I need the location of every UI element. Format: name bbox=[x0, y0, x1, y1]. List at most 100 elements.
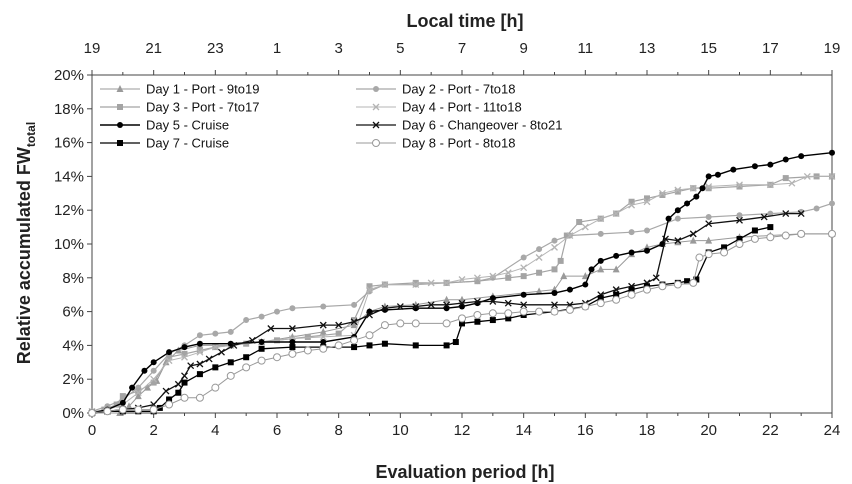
series-1-point bbox=[597, 265, 605, 273]
series-8-point bbox=[149, 405, 158, 414]
series-5-point bbox=[693, 193, 700, 200]
series-1-point bbox=[535, 287, 543, 295]
series-8-point bbox=[165, 400, 174, 409]
series-5-point bbox=[597, 257, 604, 264]
series-4-point bbox=[134, 389, 142, 397]
series-8-point bbox=[519, 307, 528, 316]
series-4-point bbox=[458, 276, 466, 283]
series-2-point bbox=[243, 317, 250, 324]
series-5-point bbox=[674, 207, 681, 214]
series-6-point bbox=[551, 301, 558, 309]
series-5-point bbox=[227, 340, 234, 347]
series-4-point bbox=[443, 279, 451, 287]
series-2-point bbox=[520, 254, 527, 261]
series-3-point bbox=[674, 188, 681, 195]
series-6-point bbox=[612, 286, 620, 294]
series-8-point bbox=[396, 319, 405, 328]
series-6-point bbox=[196, 360, 204, 368]
x-tick-label: 4 bbox=[211, 422, 219, 439]
series-4-point bbox=[705, 183, 713, 190]
legend-entry: Day 6 - Changeover - 8to21 bbox=[356, 118, 562, 133]
series-8-point bbox=[535, 307, 544, 316]
series-6 bbox=[88, 210, 805, 417]
x2-tick-label: 19 bbox=[84, 40, 101, 57]
series-5-point bbox=[684, 200, 691, 207]
series-6-point bbox=[187, 362, 195, 370]
series-8-point bbox=[766, 233, 775, 242]
series-4-point bbox=[473, 274, 481, 282]
x-tick-label: 6 bbox=[273, 422, 281, 439]
x-axis-title: Evaluation period [h] bbox=[375, 462, 554, 482]
series-3-point bbox=[576, 219, 583, 226]
series-6-point bbox=[473, 298, 481, 305]
series-8 bbox=[88, 229, 836, 417]
y-tick-label: 12% bbox=[54, 202, 84, 219]
series-7-point bbox=[196, 371, 203, 378]
y-tick-label: 4% bbox=[62, 337, 84, 354]
series-6-point bbox=[427, 301, 435, 309]
series-6-point bbox=[218, 348, 225, 356]
series-7-point bbox=[412, 342, 419, 349]
series-6-point bbox=[489, 298, 497, 305]
series-7-point bbox=[474, 318, 481, 325]
series-8-point bbox=[319, 344, 328, 353]
series-3-point bbox=[113, 401, 120, 408]
series-6-point bbox=[174, 380, 182, 388]
series-3-point bbox=[366, 283, 373, 290]
series-6-point bbox=[230, 341, 238, 349]
series-1-point bbox=[134, 392, 142, 400]
series-8-point bbox=[750, 234, 759, 243]
plot-axes: 0%2%4%6%8%10%12%14%16%18%20%0 2 4 6 8 10 12 14 1… bbox=[54, 40, 840, 439]
series-4-point bbox=[828, 172, 836, 180]
series-3-point bbox=[520, 273, 527, 280]
series-4-point bbox=[803, 172, 811, 180]
x-tick-label: 24 bbox=[824, 422, 841, 439]
series-6-point bbox=[760, 213, 768, 221]
series-6-point bbox=[396, 303, 404, 310]
legend-entry: Day 4 - Port - 11to18 bbox=[356, 100, 522, 115]
series-5-point bbox=[798, 153, 805, 160]
series-5-point bbox=[714, 171, 721, 178]
legend-label: Day 4 - Port - 11to18 bbox=[402, 100, 522, 115]
legend-entry: Day 8 - Port - 8to18 bbox=[356, 136, 515, 151]
series-8-point bbox=[380, 321, 389, 330]
x2-tick-label: 9 bbox=[519, 40, 527, 57]
series-5-point bbox=[751, 163, 758, 170]
legend-point bbox=[373, 86, 379, 92]
series-5-point bbox=[166, 349, 173, 356]
series-4-point bbox=[628, 201, 636, 209]
series-6-line bbox=[91, 212, 802, 414]
series-4-point bbox=[612, 210, 620, 218]
series-3-point bbox=[166, 354, 173, 361]
series-5-point bbox=[150, 359, 157, 366]
series-3-point bbox=[628, 198, 635, 205]
series-2-point bbox=[705, 213, 712, 220]
series-5-point bbox=[196, 340, 203, 347]
series-8-point bbox=[695, 253, 704, 262]
series-7-point bbox=[459, 320, 465, 327]
series-4-point bbox=[366, 286, 373, 294]
x-tick-label: 0 bbox=[88, 422, 96, 439]
series-3-point bbox=[150, 379, 157, 386]
series-8-point bbox=[195, 393, 204, 402]
x2-tick-label: 15 bbox=[700, 40, 717, 57]
series-2-point bbox=[536, 246, 543, 253]
x-tick-label: 22 bbox=[762, 422, 779, 439]
series-4-point bbox=[211, 343, 219, 351]
series-8-point bbox=[704, 250, 713, 259]
series-2-point bbox=[150, 367, 157, 374]
series-7-point bbox=[721, 244, 728, 251]
series-8-point bbox=[504, 309, 513, 318]
series-4-point bbox=[788, 179, 796, 187]
y-tick-label: 16% bbox=[54, 135, 84, 152]
series-4-point bbox=[658, 189, 666, 197]
legend-point bbox=[372, 121, 380, 129]
series-8-point bbox=[350, 336, 359, 345]
series-8-point bbox=[458, 314, 466, 323]
series-5-point bbox=[551, 290, 558, 297]
series-8-point bbox=[828, 229, 836, 238]
series-7-point bbox=[166, 396, 173, 403]
y-axis-title: Relative accumulated FWtotal bbox=[14, 122, 38, 364]
series-layer bbox=[88, 149, 836, 417]
